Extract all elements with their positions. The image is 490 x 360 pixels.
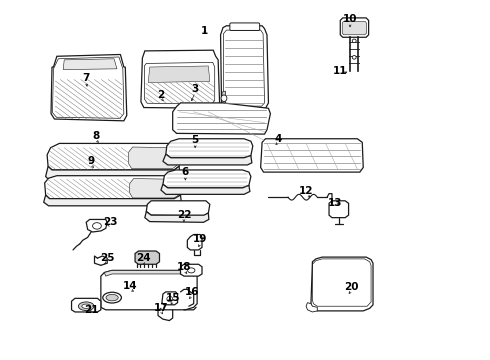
Polygon shape	[220, 26, 269, 109]
Text: 24: 24	[136, 253, 151, 263]
Polygon shape	[162, 292, 177, 305]
Polygon shape	[51, 54, 127, 121]
Ellipse shape	[78, 302, 94, 311]
Text: 4: 4	[274, 134, 282, 144]
Ellipse shape	[103, 292, 122, 303]
Text: 3: 3	[192, 84, 199, 94]
Text: 17: 17	[154, 303, 168, 314]
Text: 19: 19	[193, 234, 207, 244]
Text: 10: 10	[343, 14, 357, 24]
Polygon shape	[172, 103, 270, 134]
Polygon shape	[329, 201, 348, 218]
Text: 18: 18	[177, 262, 191, 272]
Text: 11: 11	[333, 66, 347, 76]
Polygon shape	[222, 91, 225, 108]
Polygon shape	[63, 59, 117, 69]
Polygon shape	[311, 257, 373, 311]
Text: 1: 1	[201, 26, 209, 36]
Polygon shape	[166, 139, 253, 158]
Polygon shape	[261, 139, 363, 172]
Polygon shape	[163, 154, 252, 165]
Polygon shape	[340, 18, 368, 37]
Polygon shape	[135, 251, 159, 264]
Ellipse shape	[82, 304, 91, 309]
Text: 7: 7	[82, 73, 90, 83]
Polygon shape	[306, 303, 318, 312]
Ellipse shape	[352, 55, 356, 59]
Polygon shape	[44, 195, 181, 206]
Polygon shape	[130, 179, 178, 198]
Ellipse shape	[167, 296, 172, 302]
Text: 25: 25	[100, 253, 115, 263]
Text: 5: 5	[192, 135, 199, 145]
Ellipse shape	[221, 95, 227, 102]
Text: 22: 22	[177, 210, 191, 220]
Polygon shape	[46, 166, 180, 181]
Polygon shape	[101, 270, 197, 310]
Text: 12: 12	[299, 186, 313, 197]
Text: 9: 9	[88, 156, 95, 166]
Polygon shape	[45, 176, 182, 199]
Polygon shape	[129, 147, 178, 168]
Text: 2: 2	[157, 90, 165, 100]
Polygon shape	[342, 22, 367, 35]
Polygon shape	[163, 170, 251, 188]
Ellipse shape	[106, 294, 118, 301]
Polygon shape	[148, 66, 210, 82]
Polygon shape	[145, 212, 209, 222]
Polygon shape	[187, 234, 202, 250]
Polygon shape	[104, 270, 194, 276]
Text: 6: 6	[182, 167, 189, 177]
Polygon shape	[72, 298, 101, 312]
Text: 14: 14	[123, 281, 138, 291]
Text: 13: 13	[328, 198, 343, 208]
Text: 20: 20	[344, 282, 359, 292]
Polygon shape	[47, 143, 181, 170]
Polygon shape	[161, 184, 250, 194]
Ellipse shape	[188, 268, 195, 273]
Ellipse shape	[93, 223, 101, 229]
Polygon shape	[180, 264, 202, 276]
Text: 8: 8	[92, 131, 99, 141]
FancyBboxPatch shape	[230, 23, 260, 31]
Text: 16: 16	[185, 287, 199, 297]
Ellipse shape	[352, 39, 356, 42]
Text: 21: 21	[84, 305, 98, 315]
Polygon shape	[147, 201, 210, 216]
Text: 23: 23	[103, 217, 118, 227]
Text: 15: 15	[166, 293, 180, 303]
Polygon shape	[86, 220, 107, 232]
Polygon shape	[141, 50, 220, 108]
